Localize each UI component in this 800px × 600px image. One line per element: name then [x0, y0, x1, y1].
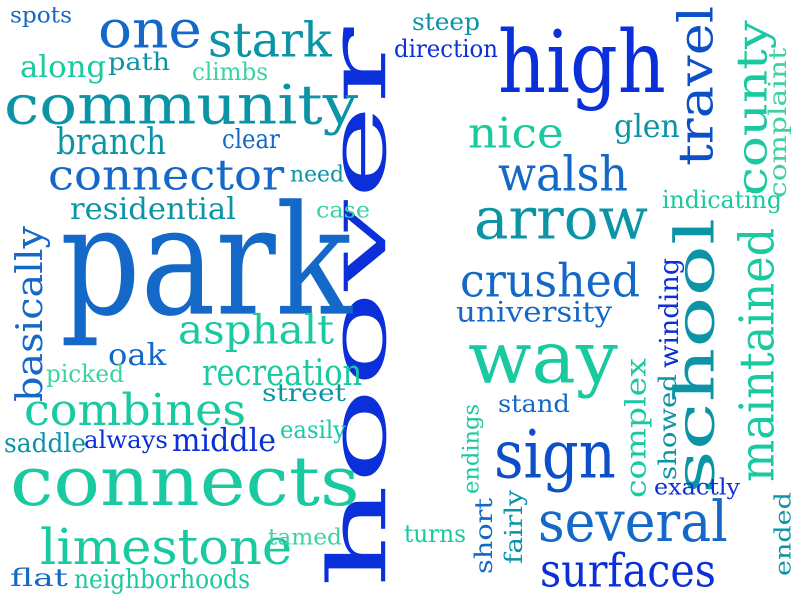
word-showed: showed	[653, 374, 682, 480]
word-glen: glen	[614, 107, 680, 145]
word-recreation: recreation	[202, 351, 363, 394]
word-spots: spots	[10, 2, 73, 28]
word-tamed: tamed	[268, 524, 342, 550]
word-way: way	[468, 315, 618, 400]
word-indicating: indicating	[662, 185, 782, 214]
word-climbs: climbs	[192, 57, 269, 86]
word-asphalt: asphalt	[178, 306, 335, 354]
word-short: short	[469, 498, 498, 574]
word-basically: basically	[8, 225, 51, 402]
word-branch: branch	[56, 120, 167, 163]
word-easily: easily	[280, 415, 346, 444]
word-community: community	[4, 73, 359, 137]
word-endings: endings	[458, 403, 484, 494]
word-neighborhoods: neighborhoods	[74, 563, 251, 595]
word-complex: complex	[619, 358, 653, 498]
word-winding: winding	[653, 257, 685, 368]
word-high: high	[498, 12, 666, 113]
word-walsh: walsh	[498, 145, 628, 202]
word-maintained: maintained	[728, 227, 785, 482]
word-connector: connector	[48, 150, 285, 200]
word-direction: direction	[394, 34, 498, 63]
word-combines: combines	[24, 384, 246, 436]
word-stand: stand	[498, 389, 570, 418]
word-oak: oak	[108, 337, 167, 373]
word-limestone: limestone	[40, 517, 293, 576]
word-several: several	[538, 488, 728, 555]
word-park: park	[60, 172, 353, 351]
word-along: along	[20, 49, 107, 85]
word-need: need	[290, 161, 344, 187]
word-complaint: complaint	[763, 47, 792, 199]
word-university: university	[456, 295, 613, 329]
word-steep: steep	[412, 7, 480, 36]
word-street: street	[262, 378, 346, 407]
word-connects: connects	[10, 441, 360, 522]
word-path: path	[108, 47, 171, 76]
word-turns: turns	[404, 519, 467, 548]
word-sign: sign	[494, 416, 616, 494]
word-exactly: exactly	[654, 474, 740, 500]
word-case: case	[316, 197, 371, 223]
word-picked: picked	[46, 359, 124, 388]
word-nice: nice	[468, 108, 564, 158]
word-one: one	[98, 0, 202, 61]
word-middle: middle	[172, 421, 276, 459]
word-surfaces: surfaces	[540, 543, 716, 598]
word-ended: ended	[770, 492, 796, 576]
word-arrow: arrow	[474, 184, 649, 253]
word-always: always	[84, 425, 168, 454]
word-saddle: saddle	[4, 427, 87, 459]
word-fairly: fairly	[499, 490, 528, 564]
word-clear: clear	[222, 123, 280, 155]
word-residential: residential	[70, 191, 236, 227]
word-stark: stark	[208, 11, 332, 68]
word-flat: flat	[10, 563, 68, 592]
word-crushed: crushed	[460, 253, 641, 308]
